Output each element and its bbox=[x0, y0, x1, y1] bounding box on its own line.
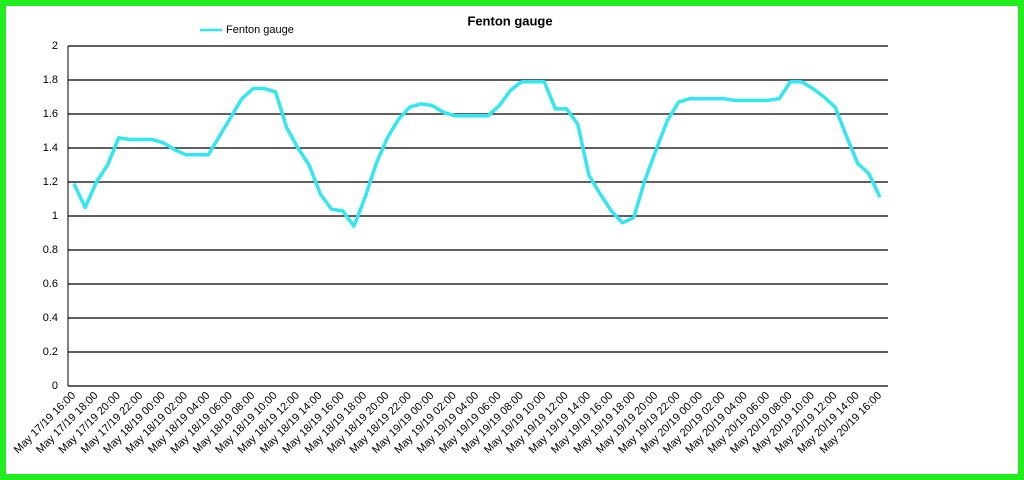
y-tick-label: 1 bbox=[52, 210, 58, 222]
y-tick-label: 0.2 bbox=[43, 346, 58, 358]
y-tick-label: 0 bbox=[52, 380, 58, 392]
y-tick-label: 0.8 bbox=[43, 244, 58, 256]
y-tick-label: 2 bbox=[52, 40, 58, 52]
chart-title: Fenton gauge bbox=[467, 13, 552, 28]
y-tick-label: 1.8 bbox=[43, 74, 58, 86]
y-tick-label: 1.4 bbox=[43, 142, 58, 154]
y-tick-label: 1.2 bbox=[43, 176, 58, 188]
y-tick-label: 0.4 bbox=[43, 312, 58, 324]
legend-label: Fenton gauge bbox=[226, 24, 294, 36]
y-tick-label: 1.6 bbox=[43, 108, 58, 120]
data-line bbox=[72, 79, 882, 228]
y-tick-label: 0.6 bbox=[43, 278, 58, 290]
